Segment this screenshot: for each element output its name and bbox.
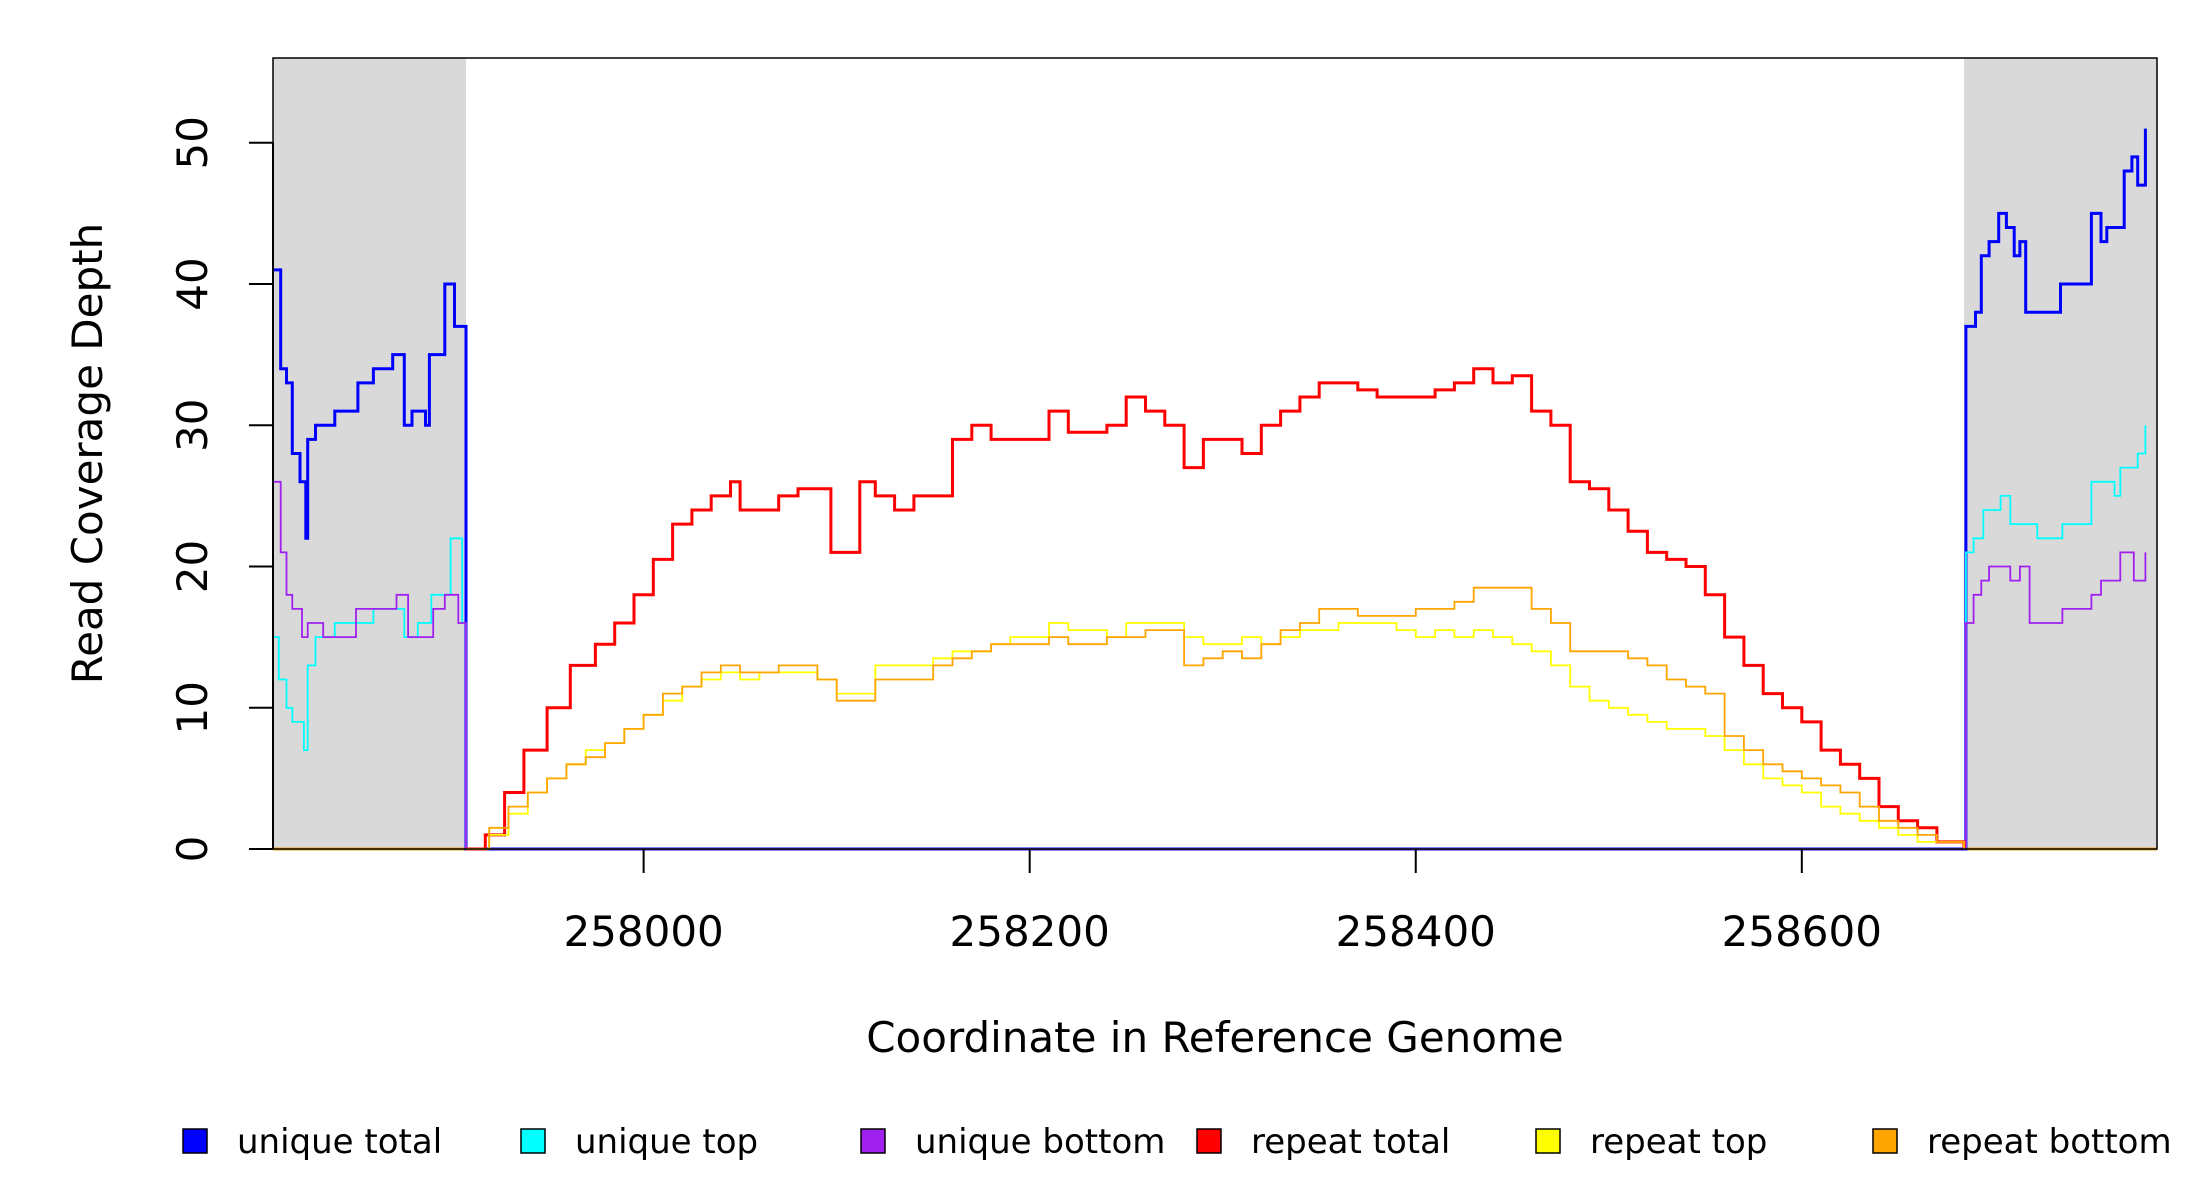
y-tick-label: 40 [168,257,217,310]
x-tick-label: 258200 [950,907,1110,956]
repeat-total-line [466,367,1966,851]
y-axis: 0 10 20 30 40 50 [168,116,274,863]
legend-label-unique-total: unique total [237,1122,442,1162]
shaded-regions [273,58,2157,849]
x-tick-label: 258600 [1722,907,1882,956]
legend-label-repeat-bottom: repeat bottom [1927,1122,2172,1162]
x-tick-label: 258400 [1336,907,1496,956]
legend-swatch-unique-total [182,1128,208,1154]
legend: unique total unique top unique bottom repea… [182,1122,2172,1162]
unique-total-line [273,128,2147,851]
legend-swatch-repeat-top [1535,1128,1561,1154]
legend-label-unique-top: unique top [575,1122,758,1162]
legend-swatch-repeat-bottom [1872,1128,1898,1154]
legend-label-repeat-top: repeat top [1590,1122,1767,1162]
repeat-bottom-line [466,586,1965,850]
legend-swatch-unique-top [520,1128,546,1154]
x-tick-label: 258000 [563,907,723,956]
legend-label-repeat-total: repeat total [1251,1122,1450,1162]
y-tick-label: 0 [168,836,217,863]
x-axis-label: Coordinate in Reference Genome [866,1013,1564,1062]
y-tick-label: 20 [168,540,217,593]
y-tick-label: 30 [168,399,217,452]
shaded-region-1 [273,58,467,849]
legend-label-unique-bottom: unique bottom [915,1122,1165,1162]
x-axis: 258000 258200 258400 258600 [563,849,1882,956]
y-axis-label: Read Coverage Depth [63,223,112,684]
legend-swatch-unique-bottom [860,1128,886,1154]
y-tick-label: 50 [168,116,217,169]
y-tick-label: 10 [168,681,217,734]
shaded-region-2 [1963,58,2157,849]
legend-swatch-repeat-total [1196,1128,1222,1154]
